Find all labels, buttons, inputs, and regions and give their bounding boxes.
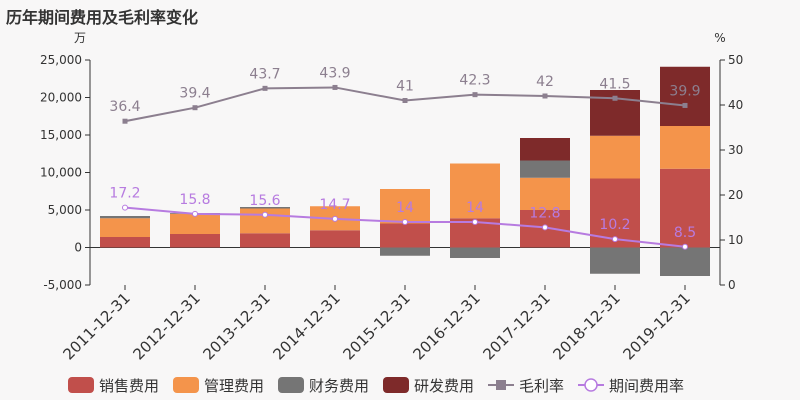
x-tick-label: 2017-12-31 — [479, 289, 553, 363]
bar-管理费用 — [380, 189, 430, 224]
bar-财务费用 — [100, 216, 150, 219]
bar-财务费用 — [520, 160, 570, 178]
bar-管理费用 — [450, 163, 500, 219]
right-tick-label: 10 — [728, 233, 743, 247]
left-tick-label: 5,000 — [48, 203, 82, 217]
legend-swatch-管理费用 — [173, 377, 199, 393]
right-tick-label: 30 — [728, 143, 743, 157]
bar-销售费用 — [660, 168, 710, 248]
x-tick-label: 2012-12-31 — [129, 289, 203, 363]
x-tick-label: 2016-12-31 — [409, 289, 483, 363]
point-期间费用率 — [612, 236, 618, 243]
data-label-毛利率: 41 — [396, 79, 414, 95]
x-tick-label: 2014-12-31 — [269, 289, 343, 363]
bar-财务费用 — [240, 207, 290, 209]
data-label-期间费用率: 14.7 — [319, 197, 350, 213]
data-label-毛利率: 39.4 — [179, 86, 210, 102]
data-label-毛利率: 36.4 — [109, 99, 140, 115]
data-label-期间费用率: 14 — [396, 200, 414, 216]
left-tick-label: 15,000 — [40, 128, 82, 142]
right-axis-unit: % — [714, 31, 725, 45]
point-期间费用率 — [472, 219, 478, 225]
point-期间费用率 — [262, 211, 268, 218]
left-tick-label: 25,000 — [40, 53, 82, 67]
bar-销售费用 — [380, 223, 430, 248]
data-label-毛利率: 42.3 — [459, 73, 490, 89]
point-毛利率 — [402, 98, 408, 103]
right-tick-label: 0 — [728, 278, 736, 292]
left-tick-label: 20,000 — [40, 91, 82, 105]
bar-管理费用 — [170, 213, 220, 234]
legend-marker-毛利率 — [496, 380, 506, 390]
legend-label-财务费用: 财务费用 — [309, 377, 369, 395]
chart-title: 历年期间费用及毛利率变化 — [6, 8, 199, 27]
bar-管理费用 — [660, 126, 710, 169]
right-tick-label: 50 — [728, 53, 743, 67]
point-毛利率 — [262, 85, 268, 91]
bar-销售费用 — [310, 230, 360, 248]
bar-财务费用 — [450, 247, 500, 258]
left-axis-unit: 万 — [74, 31, 86, 45]
bar-销售费用 — [240, 233, 290, 248]
point-毛利率 — [122, 118, 128, 124]
point-毛利率 — [542, 93, 548, 99]
bar-销售费用 — [170, 234, 220, 248]
point-期间费用率 — [542, 224, 548, 231]
legend-label-毛利率: 毛利率 — [519, 377, 564, 395]
bar-管理费用 — [590, 135, 640, 179]
legend-label-期间费用率: 期间费用率 — [609, 377, 684, 395]
bar-销售费用 — [100, 237, 150, 248]
point-毛利率 — [332, 84, 338, 90]
legend-label-管理费用: 管理费用 — [204, 377, 264, 395]
bar-研发费用 — [660, 66, 710, 126]
left-tick-label: 0 — [74, 241, 82, 255]
x-tick-label: 2018-12-31 — [549, 289, 623, 363]
data-label-毛利率: 43.7 — [249, 66, 280, 82]
data-label-期间费用率: 14 — [466, 200, 484, 216]
point-毛利率 — [682, 102, 688, 108]
legend-swatch-销售费用 — [68, 377, 94, 393]
bar-研发费用 — [520, 138, 570, 161]
right-tick-label: 40 — [728, 98, 743, 112]
left-tick-label: 10,000 — [40, 166, 82, 180]
legend-swatch-财务费用 — [278, 377, 304, 393]
x-tick-label: 2019-12-31 — [619, 289, 693, 363]
data-label-毛利率: 43.9 — [319, 65, 350, 81]
data-label-毛利率: 39.9 — [669, 83, 700, 99]
bar-管理费用 — [100, 218, 150, 237]
legend-label-研发费用: 研发费用 — [414, 377, 474, 395]
data-label-期间费用率: 12.8 — [529, 205, 560, 221]
data-label-期间费用率: 15.8 — [179, 192, 210, 208]
left-tick-label: -5,000 — [43, 278, 82, 292]
point-期间费用率 — [192, 210, 198, 217]
data-label-期间费用率: 8.5 — [674, 225, 696, 241]
point-毛利率 — [192, 105, 198, 111]
legend-swatch-研发费用 — [383, 377, 409, 393]
point-毛利率 — [612, 95, 618, 101]
bar-财务费用 — [380, 247, 430, 256]
data-label-期间费用率: 15.6 — [249, 193, 280, 209]
point-期间费用率 — [402, 219, 408, 225]
point-期间费用率 — [122, 204, 128, 211]
data-label-毛利率: 42 — [536, 74, 554, 90]
right-tick-label: 20 — [728, 188, 743, 202]
data-label-期间费用率: 10.2 — [599, 217, 630, 233]
point-期间费用率 — [332, 215, 338, 222]
point-期间费用率 — [682, 243, 688, 250]
legend-label-销售费用: 销售费用 — [99, 377, 159, 395]
point-毛利率 — [472, 92, 478, 98]
x-tick-label: 2015-12-31 — [339, 289, 413, 363]
bar-管理费用 — [520, 177, 570, 210]
bar-财务费用 — [660, 247, 710, 276]
data-label-毛利率: 41.5 — [599, 76, 630, 92]
legend-marker-期间费用率 — [584, 378, 598, 392]
x-tick-label: 2013-12-31 — [199, 289, 273, 363]
x-tick-label: 2011-12-31 — [59, 289, 133, 363]
bar-财务费用 — [590, 247, 640, 274]
data-label-期间费用率: 17.2 — [109, 186, 140, 202]
